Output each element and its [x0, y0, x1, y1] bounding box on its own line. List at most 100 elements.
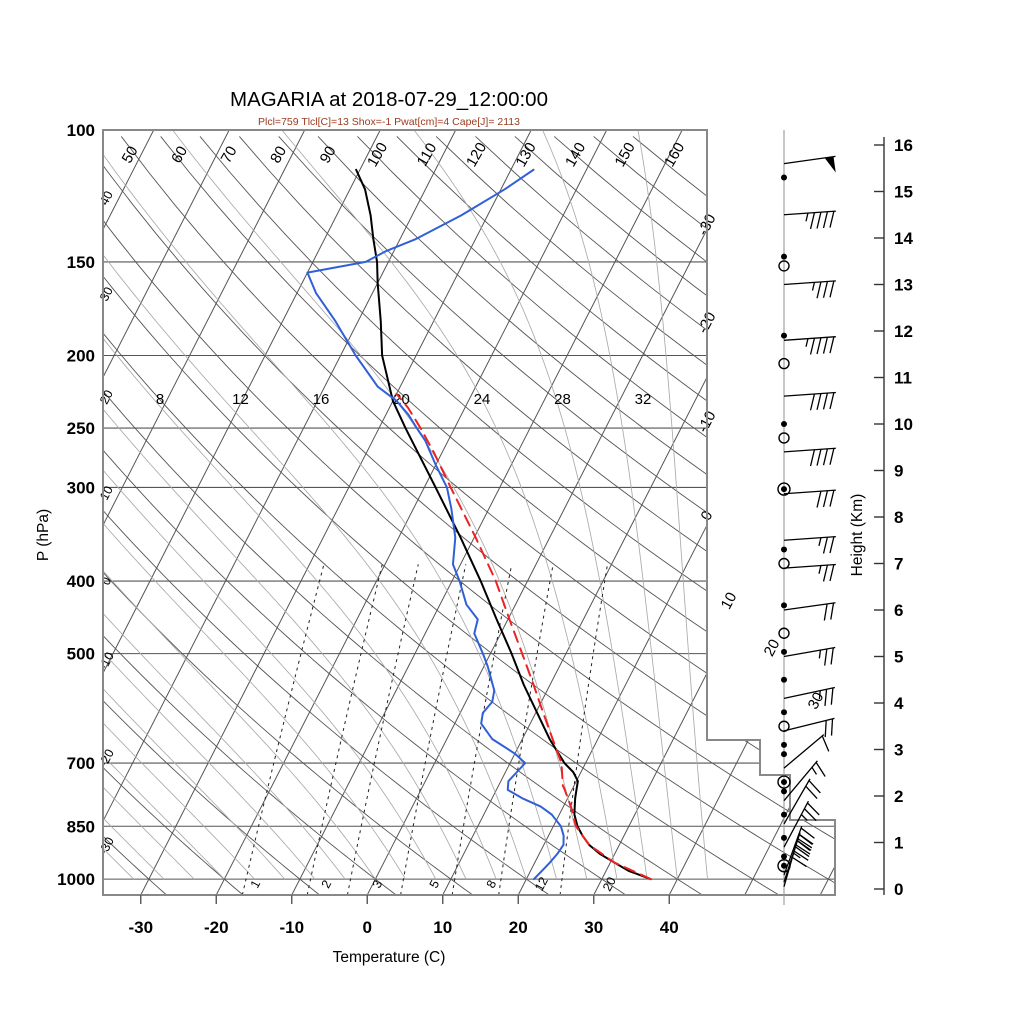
mixing-ratio-8	[451, 564, 513, 895]
barb-full	[829, 490, 835, 507]
barb-full	[830, 687, 834, 705]
height-label-1: 1	[894, 834, 903, 853]
wind-barb-23	[783, 646, 836, 666]
barb-full	[822, 281, 829, 298]
barb-half	[818, 649, 822, 659]
barb-full	[809, 212, 816, 230]
wind-barb-7	[783, 336, 836, 355]
pressure-tick-500: 500	[67, 645, 95, 664]
isotherm--70	[103, 130, 230, 895]
dry-adiabat-50	[103, 136, 780, 895]
dry-adiabat-20	[103, 136, 550, 895]
isotherm--60	[103, 130, 306, 895]
barb-full	[822, 448, 829, 466]
barb-half	[800, 814, 808, 821]
wind-level-circle	[778, 357, 790, 370]
pressure-tick-100: 100	[67, 121, 95, 140]
moist-adiabat--28	[103, 130, 165, 880]
moist-adiabat-16	[103, 130, 497, 880]
isotherm--20	[215, 130, 608, 895]
dry-adiabat--10	[103, 136, 320, 895]
wind-level-dot	[781, 602, 787, 609]
barb-full	[816, 212, 822, 229]
moist-adiabat-4	[103, 130, 406, 880]
dry-adiabat-label-50: 50	[119, 143, 142, 166]
barb-full	[824, 648, 828, 666]
dry-adiabat-30	[103, 136, 627, 895]
barb-full	[821, 735, 830, 752]
isotherm-label-10: 10	[97, 484, 116, 503]
mixing-ratio-mid-label-12: 12	[232, 391, 249, 408]
height-label-12: 12	[894, 322, 913, 341]
barb-half	[818, 565, 822, 574]
barb-full	[829, 448, 835, 465]
mixing-ratio-2	[306, 564, 383, 895]
barb-full	[829, 536, 835, 554]
wind-level-dot	[781, 676, 787, 683]
curve-temperature	[355, 168, 652, 881]
pressure-tick-200: 200	[67, 347, 95, 366]
wind-barb-31	[783, 734, 830, 769]
wind-level-circle	[778, 557, 790, 570]
wind-barb-18	[783, 563, 836, 582]
barb-full	[792, 856, 807, 868]
barb-full	[822, 490, 829, 508]
moist-adiabat--12	[103, 130, 286, 880]
moist-adiabat--24	[103, 130, 195, 880]
wind-barb-25	[783, 686, 835, 707]
height-label-4: 4	[894, 694, 904, 713]
wind-level-circle	[778, 720, 790, 732]
height-label-14: 14	[894, 229, 913, 248]
moist-adiabat--16	[103, 130, 255, 880]
mixing-ratio-mid-label-32: 32	[635, 391, 652, 408]
moist-adiabat-12	[103, 130, 467, 880]
wind-barb-2	[783, 210, 836, 230]
barb-full	[830, 647, 834, 665]
barb-full	[822, 564, 829, 582]
temperature-tick-20: 20	[509, 918, 528, 937]
barb-full	[816, 393, 822, 410]
dry-adiabat-10	[103, 136, 473, 895]
height-label-9: 9	[894, 462, 903, 481]
wind-level-dot	[781, 253, 787, 260]
barb-full	[816, 281, 822, 299]
temperature-tick--10: -10	[279, 918, 304, 937]
barb-pennant	[824, 156, 836, 173]
barb-full	[795, 846, 810, 858]
y2-axis-title: Height (Km)	[849, 494, 866, 577]
barb-full	[805, 785, 818, 799]
wind-level-circle	[778, 260, 790, 272]
height-label-5: 5	[894, 648, 903, 667]
wind-level-dot	[781, 751, 787, 758]
barb-full	[823, 603, 828, 621]
wind-level-dot	[781, 788, 787, 795]
isotherm-40	[668, 130, 835, 895]
wind-level-dot	[781, 862, 787, 869]
moist-adiabat-0	[103, 130, 376, 880]
moist-adiabat-36	[413, 130, 648, 880]
wind-level-circle	[777, 775, 791, 789]
pressure-tick-700: 700	[67, 754, 95, 773]
moist-adiabat-label-20: 20	[761, 637, 784, 660]
pressure-tick-150: 150	[67, 253, 95, 272]
grid-layer	[103, 130, 835, 895]
pressure-tick-400: 400	[67, 572, 95, 591]
mixing-ratio-mid-label-28: 28	[554, 391, 571, 408]
barb-full	[807, 802, 820, 816]
barb-full	[803, 808, 817, 822]
isotherm-label-40: 40	[97, 189, 116, 208]
wind-level-dot	[781, 811, 787, 818]
wind-barb-0	[783, 155, 836, 173]
isotherm--40	[103, 130, 457, 895]
moist-adiabat-32	[281, 130, 618, 880]
mixing-ratio-mid-label-24: 24	[474, 391, 491, 408]
wind-barb-14	[783, 489, 836, 508]
barb-half	[793, 852, 801, 859]
wind-level-dot	[781, 741, 787, 748]
mixing-ratio-mid-label-8: 8	[156, 391, 164, 408]
height-label-15: 15	[894, 183, 913, 202]
wind-level-dot	[781, 853, 787, 860]
dry-adiabat-80	[103, 136, 835, 895]
wind-barb-12	[783, 447, 836, 467]
moist-adiabat-label-30: 30	[805, 690, 828, 713]
